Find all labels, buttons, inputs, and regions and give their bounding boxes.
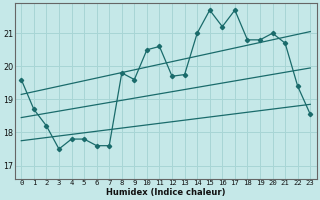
X-axis label: Humidex (Indice chaleur): Humidex (Indice chaleur) bbox=[106, 188, 226, 197]
